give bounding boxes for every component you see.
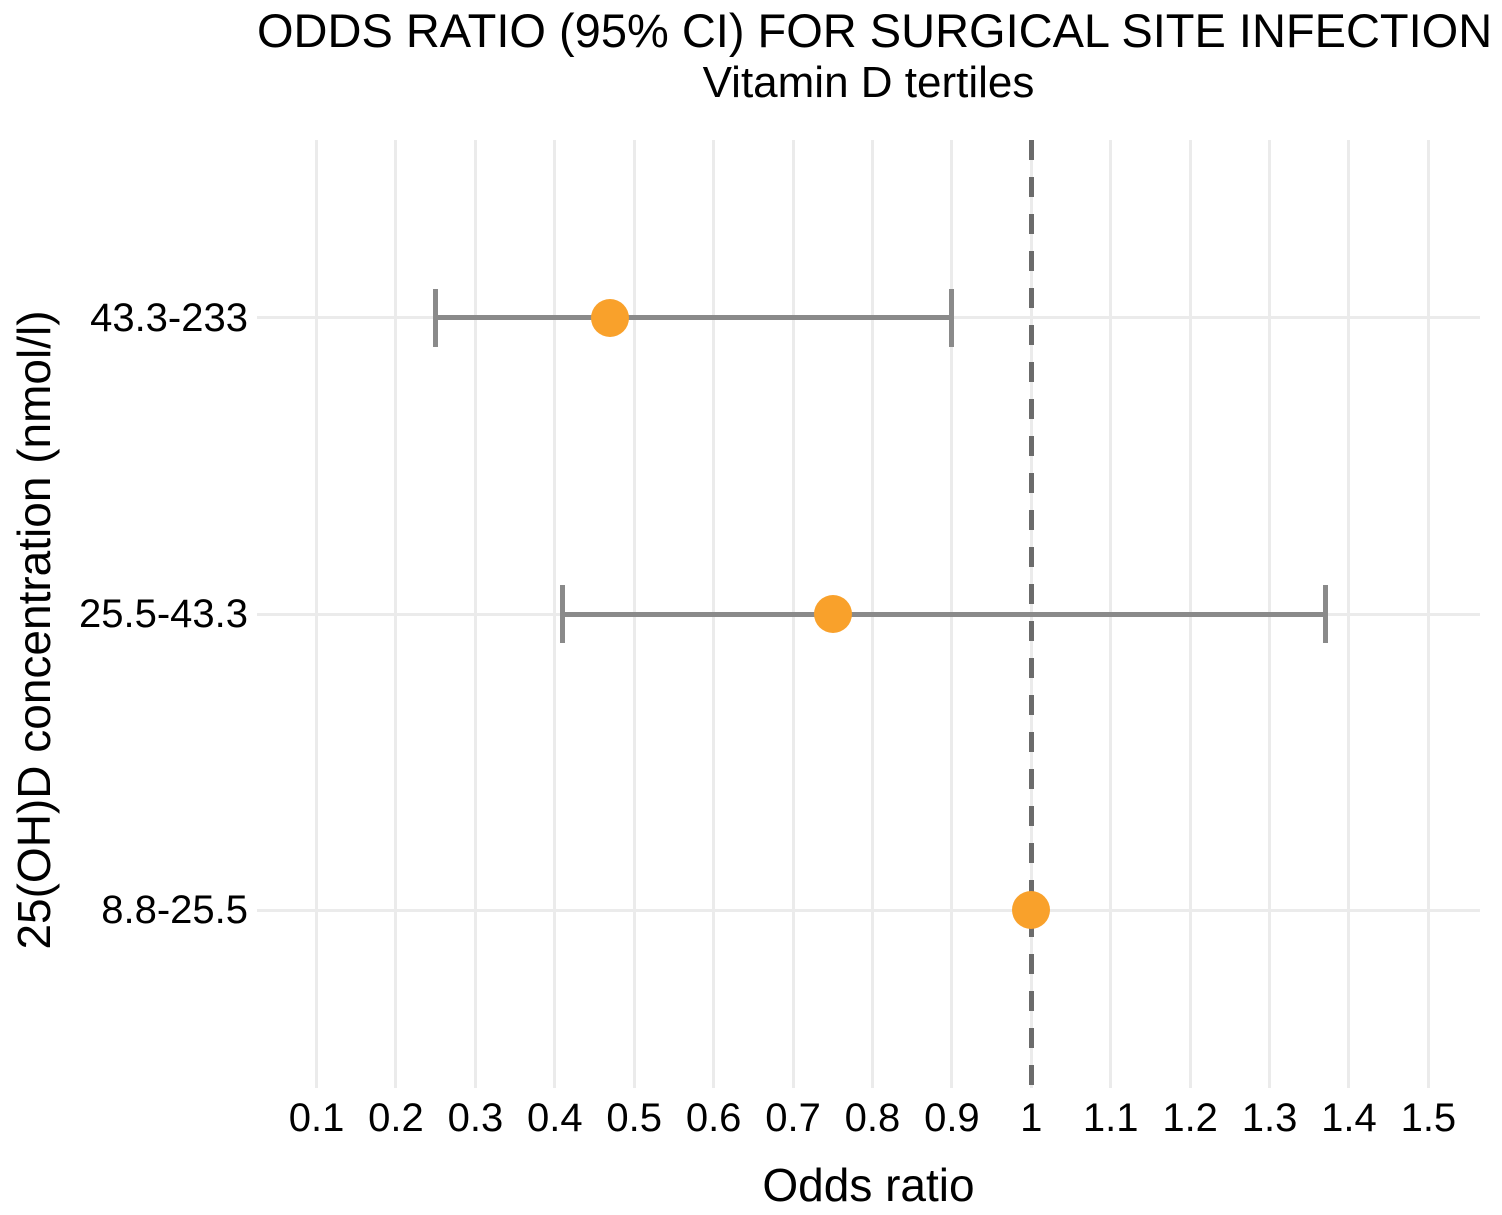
y-tick-label: 25.5-43.3: [78, 592, 248, 636]
x-tick-label: 1.3: [1241, 1096, 1298, 1140]
error-bar-cap-right: [1322, 585, 1328, 643]
x-tick-label: 1.1: [1082, 1096, 1139, 1140]
x-tick-label: 0.2: [368, 1096, 424, 1140]
x-tick-label: 0.6: [685, 1096, 742, 1140]
x-tick-label: 1.5: [1400, 1096, 1457, 1140]
x-tick-label: 0.3: [447, 1096, 504, 1140]
chart-title: ODDS RATIO (95% CI) FOR SURGICAL SITE IN…: [257, 4, 1493, 57]
chart-subtitle: Vitamin D tertiles: [702, 58, 1035, 107]
or-point: [813, 595, 852, 633]
x-tick-label: 0.7: [765, 1096, 821, 1140]
y-tick-label: 43.3-233: [90, 295, 248, 340]
error-bar-cap-left: [433, 288, 439, 347]
x-tick-label: 0.1: [288, 1096, 345, 1140]
title-block: ODDS RATIO (95% CI) FOR SURGICAL SITE IN…: [257, 4, 1493, 108]
error-bar-cap-right: [949, 288, 955, 347]
x-tick-label: 1.2: [1162, 1096, 1218, 1140]
x-tick-label: 0.4: [526, 1096, 583, 1140]
x-tick-label: 0.8: [844, 1096, 901, 1140]
x-tick-label: 1: [1020, 1096, 1043, 1140]
error-bar-cap-left: [560, 585, 566, 643]
x-tick-label: 0.5: [606, 1096, 663, 1140]
x-tick-label: 0.9: [924, 1096, 980, 1140]
or-point: [1012, 891, 1051, 930]
x-tick-label: 1.4: [1321, 1096, 1377, 1140]
error-bar: [562, 611, 1326, 617]
y-gridline: [257, 908, 1480, 912]
y-tick-label: 8.8-25.5: [101, 888, 248, 933]
error-bar: [435, 315, 952, 321]
x-axis-title: Odds ratio: [762, 1159, 975, 1211]
or-point: [591, 298, 630, 337]
